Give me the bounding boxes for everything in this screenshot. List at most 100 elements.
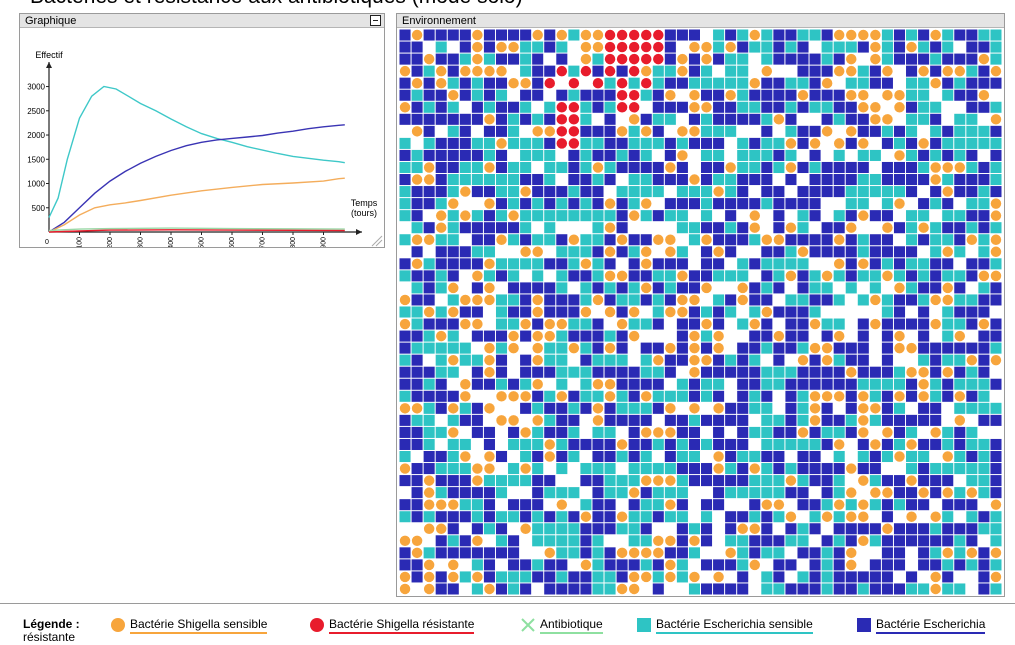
escherichia-resistante-cell xyxy=(604,294,616,306)
escherichia-resistante-cell xyxy=(785,198,797,210)
escherichia-sensible-cell xyxy=(664,113,676,125)
escherichia-sensible-cell xyxy=(725,354,737,366)
escherichia-sensible-cell xyxy=(773,258,785,270)
shigella-sensible-cell xyxy=(701,354,712,366)
escherichia-resistante-cell xyxy=(628,270,640,282)
legend-item-antibiotique[interactable]: Antibiotique xyxy=(520,617,603,634)
escherichia-resistante-cell xyxy=(833,342,845,354)
escherichia-resistante-cell xyxy=(966,186,978,198)
escherichia-resistante-cell xyxy=(797,499,809,511)
escherichia-sensible-cell xyxy=(701,149,713,161)
shigella-sensible-cell xyxy=(785,138,797,149)
escherichia-resistante-cell xyxy=(773,342,785,354)
shigella-sensible-cell xyxy=(568,234,580,245)
escherichia-sensible-cell xyxy=(532,270,544,282)
escherichia-sensible-cell xyxy=(773,547,785,559)
shigella-sensible-cell xyxy=(532,306,543,318)
escherichia-sensible-cell xyxy=(942,270,954,282)
escherichia-resistante-cell xyxy=(785,402,797,414)
escherichia-sensible-cell xyxy=(761,53,773,65)
escherichia-sensible-cell xyxy=(954,246,966,258)
environment-grid[interactable] xyxy=(397,28,1004,596)
escherichia-sensible-cell xyxy=(435,366,447,378)
escherichia-resistante-cell xyxy=(411,294,423,306)
escherichia-sensible-cell xyxy=(532,113,544,125)
collapse-icon[interactable] xyxy=(370,15,381,26)
escherichia-sensible-cell xyxy=(966,137,978,149)
escherichia-sensible-cell xyxy=(725,65,737,77)
escherichia-sensible-cell xyxy=(568,366,580,378)
legend-item-escherichia-resistante[interactable]: Bactérie Escherichia xyxy=(856,617,986,634)
escherichia-resistante-cell xyxy=(580,547,592,559)
escherichia-sensible-cell xyxy=(990,161,1002,174)
escherichia-resistante-cell xyxy=(785,342,797,354)
escherichia-sensible-cell xyxy=(592,53,604,65)
legend-label: Bactérie Shigella sensible xyxy=(130,617,268,634)
shigella-sensible-cell xyxy=(399,102,411,113)
escherichia-sensible-cell xyxy=(508,258,520,270)
escherichia-sensible-cell xyxy=(978,246,990,258)
escherichia-resistante-cell xyxy=(749,378,761,390)
escherichia-sensible-cell xyxy=(435,270,447,282)
shigella-sensible-cell xyxy=(472,318,483,330)
escherichia-sensible-cell xyxy=(990,174,1002,186)
escherichia-resistante-cell xyxy=(568,438,580,450)
legend-item-escherichia-sensible[interactable]: Bactérie Escherichia sensible xyxy=(636,617,813,634)
shigella-sensible-cell xyxy=(665,234,676,245)
legend-item-shigella-resistante[interactable]: Bactérie Shigella résistante xyxy=(309,617,475,634)
escherichia-sensible-cell xyxy=(966,559,978,571)
escherichia-resistante-cell xyxy=(664,41,676,53)
escherichia-sensible-cell xyxy=(604,210,616,222)
escherichia-sensible-cell xyxy=(725,463,737,475)
escherichia-resistante-cell xyxy=(797,306,809,318)
shigella-sensible-cell xyxy=(544,330,555,342)
escherichia-resistante-cell xyxy=(918,463,930,475)
escherichia-sensible-cell xyxy=(809,306,821,318)
escherichia-sensible-cell xyxy=(761,366,773,378)
escherichia-resistante-cell xyxy=(664,29,676,41)
escherichia-sensible-cell xyxy=(845,198,857,210)
escherichia-resistante-cell xyxy=(411,101,423,113)
escherichia-sensible-cell xyxy=(797,294,809,306)
escherichia-resistante-cell xyxy=(833,246,845,258)
shigella-sensible-cell xyxy=(833,138,845,149)
escherichia-sensible-cell xyxy=(857,77,869,89)
shigella-sensible-cell xyxy=(942,65,953,77)
escherichia-sensible-cell xyxy=(893,186,906,198)
escherichia-resistante-cell xyxy=(411,438,423,450)
escherichia-resistante-cell xyxy=(495,149,508,161)
escherichia-resistante-cell xyxy=(906,499,918,511)
escherichia-resistante-cell xyxy=(978,366,990,378)
escherichia-resistante-cell xyxy=(978,559,990,571)
escherichia-sensible-cell xyxy=(918,101,930,113)
escherichia-sensible-cell xyxy=(423,258,435,270)
escherichia-sensible-cell xyxy=(580,137,592,149)
escherichia-sensible-cell xyxy=(544,222,556,234)
escherichia-resistante-cell xyxy=(930,137,942,149)
shigella-sensible-cell xyxy=(435,330,447,342)
escherichia-resistante-cell xyxy=(628,149,640,161)
escherichia-resistante-cell xyxy=(652,161,664,174)
shigella-resistante-cell xyxy=(556,138,568,149)
escherichia-resistante-cell xyxy=(725,113,737,125)
legend-item-shigella-sensible[interactable]: Bactérie Shigella sensible xyxy=(110,617,268,634)
escherichia-sensible-cell xyxy=(966,65,978,77)
shigella-resistante-cell xyxy=(568,102,580,113)
shigella-resistante-cell xyxy=(568,77,580,89)
shigella-sensible-cell xyxy=(399,583,411,595)
escherichia-sensible-cell xyxy=(628,475,640,487)
escherichia-sensible-cell xyxy=(520,475,532,487)
shigella-sensible-cell xyxy=(484,583,495,595)
escherichia-sensible-cell xyxy=(701,65,713,77)
escherichia-sensible-cell xyxy=(761,41,773,53)
escherichia-resistante-cell xyxy=(495,366,508,378)
escherichia-resistante-cell xyxy=(399,438,411,450)
escherichia-sensible-cell xyxy=(495,306,508,318)
shigella-sensible-cell xyxy=(460,318,471,330)
shigella-sensible-cell xyxy=(942,451,953,462)
shigella-sensible-cell xyxy=(942,246,953,258)
shigella-sensible-cell xyxy=(616,270,628,282)
escherichia-resistante-cell xyxy=(833,222,845,234)
escherichia-resistante-cell xyxy=(857,161,869,174)
escherichia-sensible-cell xyxy=(640,366,652,378)
